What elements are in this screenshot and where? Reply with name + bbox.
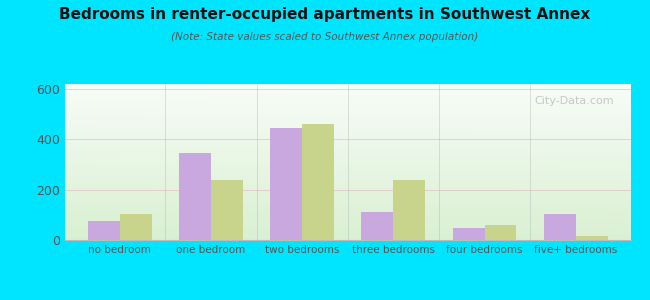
Bar: [302, 124, 334, 240]
Bar: [270, 128, 302, 240]
Text: Bedrooms in renter-occupied apartments in Southwest Annex: Bedrooms in renter-occupied apartments i…: [59, 8, 591, 22]
Bar: [576, 236, 608, 240]
Bar: [544, 214, 576, 240]
Bar: [393, 180, 425, 240]
Bar: [120, 214, 151, 240]
Bar: [452, 228, 484, 240]
Bar: [484, 225, 517, 240]
Text: (Note: State values scaled to Southwest Annex population): (Note: State values scaled to Southwest …: [172, 32, 478, 41]
Bar: [361, 212, 393, 240]
Bar: [211, 180, 243, 240]
Bar: [88, 221, 120, 240]
Bar: [179, 153, 211, 240]
Text: City-Data.com: City-Data.com: [534, 97, 614, 106]
